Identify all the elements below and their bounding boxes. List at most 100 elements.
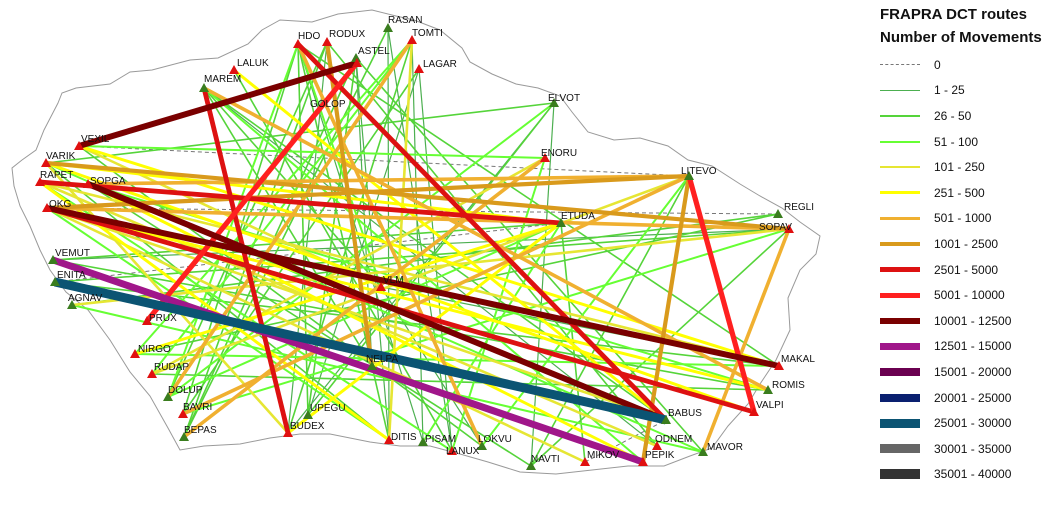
- waypoint-okg[interactable]: OKG: [42, 199, 71, 212]
- legend-swatch: [880, 137, 920, 147]
- waypoint-litevo[interactable]: LITEVO: [681, 166, 717, 180]
- waypoint-triangle-icon: [178, 409, 188, 418]
- legend-swatch: [880, 239, 920, 249]
- waypoint-etuda[interactable]: ETUDA: [556, 211, 595, 227]
- waypoint-enoru[interactable]: ENORU: [540, 148, 577, 162]
- waypoint-elvot[interactable]: ELVOT: [548, 93, 580, 107]
- legend-label: 2501 - 5000: [934, 262, 999, 277]
- waypoint-triangle-icon: [74, 141, 84, 150]
- waypoint-label: DOLUP: [168, 385, 203, 396]
- route-vexil-enoru: [78, 145, 546, 159]
- waypoint-rudap[interactable]: RUDAP: [147, 362, 189, 378]
- waypoint-prux[interactable]: PRUX: [142, 313, 177, 325]
- waypoint-lagar[interactable]: LAGAR: [414, 59, 457, 73]
- waypoint-lokvu[interactable]: LOKVU: [477, 434, 512, 450]
- route-sopav-bavri: [182, 228, 790, 415]
- waypoint-triangle-icon: [367, 361, 377, 370]
- waypoint-odnem[interactable]: ODNEM: [652, 434, 692, 450]
- legend-swatch: [880, 162, 920, 172]
- waypoint-navti[interactable]: NAVTI: [526, 454, 560, 470]
- waypoint-romis[interactable]: ROMIS: [763, 380, 805, 394]
- waypoint-label: AGNAV: [68, 293, 103, 304]
- legend-label: 0: [934, 57, 941, 72]
- waypoint-triangle-icon: [549, 98, 559, 107]
- waypoint-makal[interactable]: MAKAL: [774, 354, 815, 370]
- route-okg-sopav: [46, 206, 790, 231]
- waypoint-varik[interactable]: VARIK: [41, 151, 76, 167]
- waypoint-vemut[interactable]: VEMUT: [48, 248, 90, 264]
- route-mavor-agnav: [71, 304, 704, 453]
- waypoint-mikov[interactable]: MIKOV: [580, 450, 620, 466]
- waypoint-rasan[interactable]: RASAN: [383, 15, 422, 32]
- legend-swatch: [880, 316, 920, 326]
- waypoint-mavor[interactable]: MAVOR: [698, 442, 743, 456]
- route-rasan-bepas: [183, 27, 389, 438]
- waypoint-triangle-icon: [638, 457, 648, 466]
- waypoint-ditis[interactable]: DITIS: [384, 432, 417, 444]
- waypoint-triangle-icon: [526, 461, 536, 470]
- country-outline: [11, 9, 821, 475]
- legend-subtitle: Number of Movements: [880, 29, 1042, 46]
- waypoint-sopga[interactable]: SOPGA: [83, 176, 126, 188]
- legend-item: 25001 - 30000: [880, 410, 1058, 436]
- legend-title: FRAPRA DCT routes: [880, 6, 1027, 23]
- legend-label: 25001 - 30000: [934, 416, 1012, 431]
- route-dolup-tomti: [166, 38, 414, 399]
- legend-item: 1001 - 2500: [880, 231, 1058, 257]
- waypoint-triangle-icon: [556, 218, 566, 227]
- waypoint-rodux[interactable]: RODUX: [322, 29, 365, 46]
- waypoint-laluk[interactable]: LALUK: [229, 58, 269, 74]
- waypoint-triangle-icon: [179, 432, 189, 441]
- waypoint-dolup[interactable]: DOLUP: [163, 385, 203, 401]
- legend-swatch: [880, 367, 920, 377]
- waypoint-triangle-icon: [67, 300, 77, 309]
- waypoint-triangle-icon: [147, 369, 157, 378]
- waypoint-triangle-icon: [41, 158, 51, 167]
- waypoint-babus[interactable]: BABUS: [661, 408, 702, 424]
- waypoint-label: RUDAP: [154, 362, 189, 373]
- waypoint-hdo[interactable]: HDO: [293, 31, 320, 48]
- waypoint-bepas[interactable]: BEPAS: [179, 425, 217, 441]
- waypoint-triangle-icon: [784, 224, 794, 233]
- route-varik-sopav: [45, 160, 790, 232]
- waypoint-golop[interactable]: GOLOP: [310, 58, 362, 110]
- waypoint-nirgo[interactable]: NIRGO: [130, 344, 171, 358]
- waypoint-label: ENITA: [57, 270, 86, 281]
- route-okg-romis: [46, 206, 769, 392]
- waypoint-label: ODNEM: [655, 434, 692, 445]
- legend-item: 1 - 25: [880, 78, 1058, 104]
- waypoint-sopav[interactable]: SOPAV: [759, 222, 794, 233]
- waypoint-triangle-icon: [384, 435, 394, 444]
- waypoint-label: NAVTI: [531, 454, 560, 465]
- waypoint-valpi[interactable]: VALPI: [749, 400, 784, 416]
- waypoint-budex[interactable]: BUDEX: [283, 421, 325, 437]
- waypoint-astel[interactable]: ASTEL: [351, 46, 390, 62]
- waypoint-pisam[interactable]: PISAM: [418, 434, 456, 446]
- waypoint-regli[interactable]: REGLI: [773, 202, 814, 218]
- waypoint-enita[interactable]: ENITA: [50, 270, 86, 286]
- waypoint-label: MAREM: [204, 74, 241, 85]
- routes-layer: [39, 27, 791, 467]
- waypoint-label: RODUX: [329, 29, 365, 40]
- waypoint-rapet[interactable]: RAPET: [35, 170, 73, 186]
- legend-swatch: [880, 85, 920, 95]
- waypoint-label: PRUX: [149, 313, 177, 324]
- waypoint-tomti[interactable]: TOMTI: [407, 28, 443, 44]
- waypoint-lanux[interactable]: LANUX: [446, 446, 480, 457]
- route-vexil-lokvu: [78, 145, 483, 447]
- route-vexil-litevo: [78, 145, 690, 177]
- waypoint-triangle-icon: [418, 437, 428, 446]
- waypoint-nelpa[interactable]: NELPA: [366, 354, 398, 370]
- waypoint-vlm[interactable]: VLM: [376, 275, 404, 291]
- legend-label: 251 - 500: [934, 185, 985, 200]
- waypoint-agnav[interactable]: AGNAV: [67, 293, 103, 309]
- waypoint-marem[interactable]: MAREM: [199, 74, 241, 92]
- waypoint-label: SOPGA: [90, 176, 126, 187]
- waypoint-vexil[interactable]: VEXIL: [74, 134, 110, 150]
- waypoint-triangle-icon: [661, 415, 671, 424]
- route-litevo-lokvu: [481, 175, 690, 447]
- waypoint-pepik[interactable]: PEPIK: [638, 450, 675, 466]
- waypoint-triangle-icon: [376, 282, 386, 291]
- waypoint-bavri[interactable]: BAVRI: [178, 402, 212, 418]
- waypoint-upegu[interactable]: UPEGU: [303, 403, 346, 419]
